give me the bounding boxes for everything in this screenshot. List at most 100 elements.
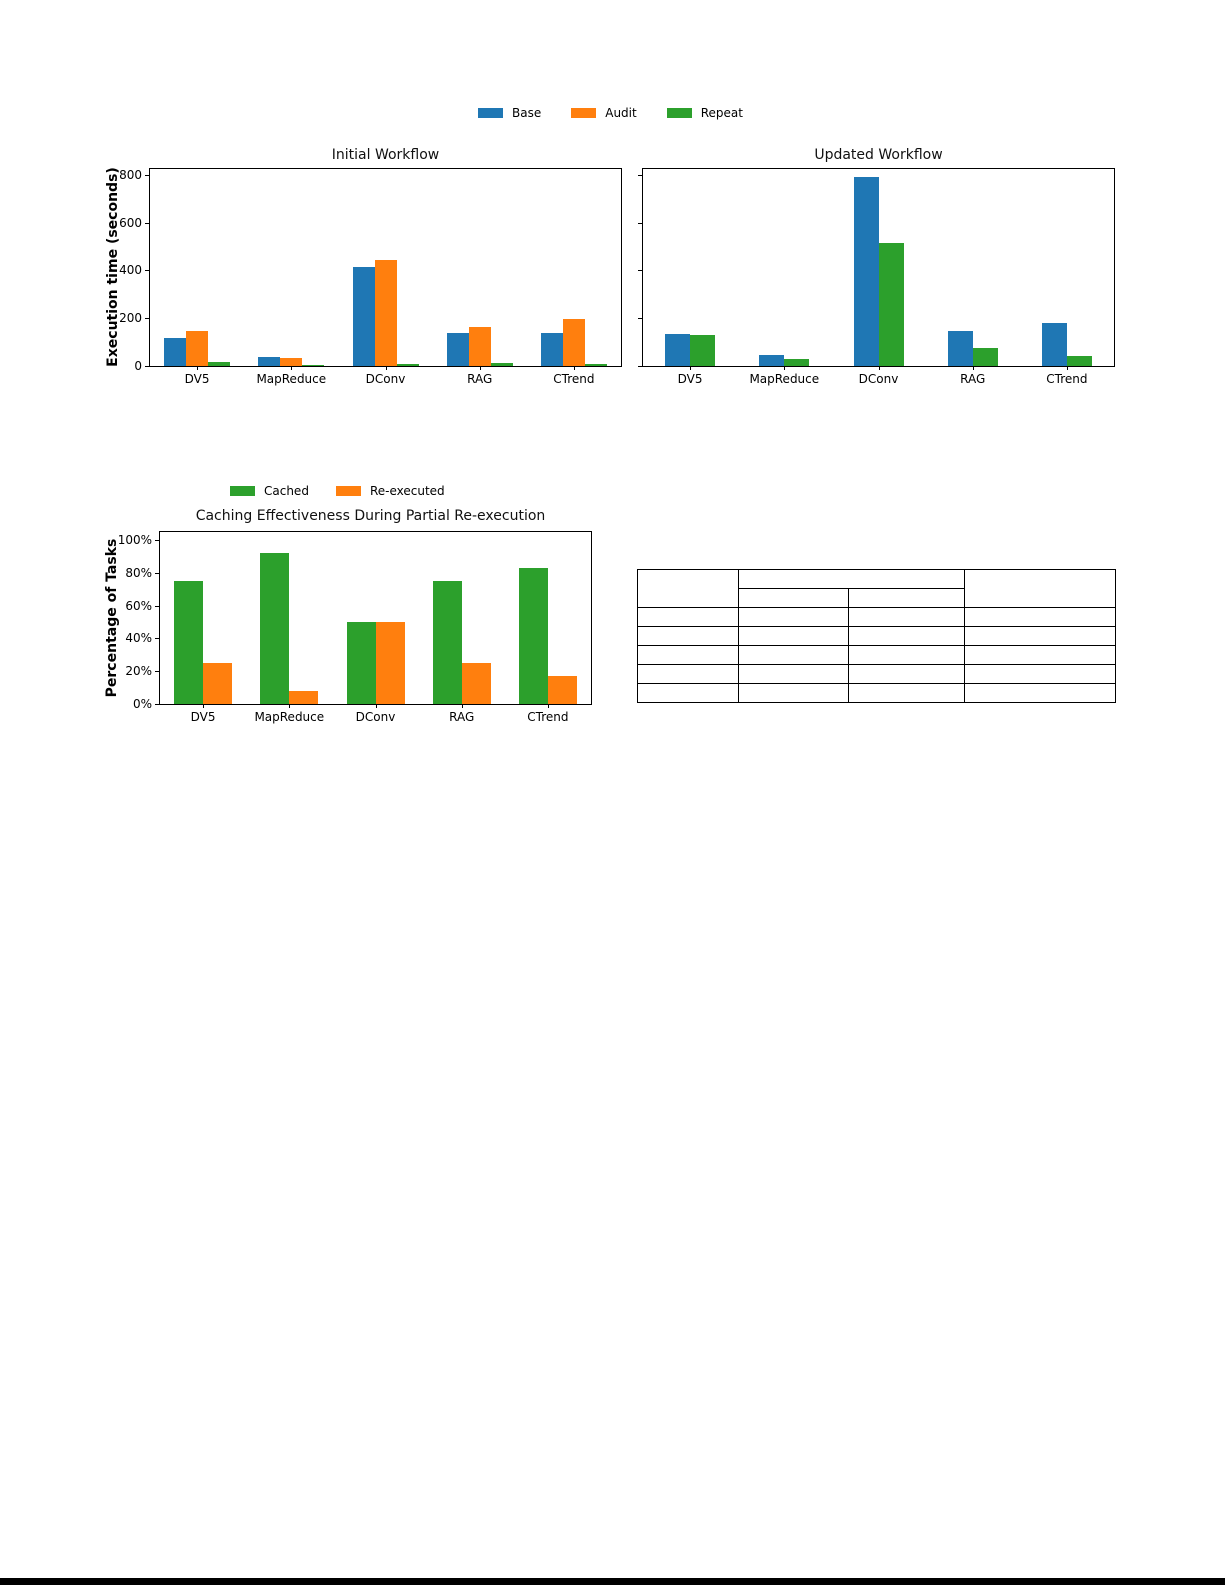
legend-item-re-executed: Re-executed	[335, 484, 445, 498]
table-cell	[637, 664, 739, 684]
table-cell	[848, 607, 965, 627]
bar-repeat-dconv	[878, 243, 904, 366]
bar-repeat-dv5	[690, 335, 716, 366]
x-axis-label-ctrend: CTrend	[1046, 372, 1088, 386]
y-axis-tick	[145, 174, 150, 176]
x-axis-tick	[385, 366, 387, 370]
legend-item-repeat: Repeat	[666, 106, 743, 120]
table-cell	[637, 645, 739, 665]
bar-repeat-rag	[972, 348, 998, 366]
bar-cached-mapreduce	[260, 553, 290, 704]
y-axis-tick	[638, 270, 643, 272]
bar-re-executed-dconv	[375, 622, 405, 704]
y-axis-tick-label: 100%	[117, 533, 152, 548]
bar-re-executed-rag	[461, 663, 491, 704]
table-cell	[848, 626, 965, 646]
bar-base-ctrend	[1041, 323, 1067, 366]
bar-base-dconv	[352, 266, 375, 366]
x-axis-tick	[375, 704, 377, 708]
legend-label: Repeat	[700, 106, 743, 120]
bar-base-dv5	[164, 337, 187, 366]
x-axis-tick	[289, 704, 291, 708]
y-axis-tick-label: 40%	[125, 631, 152, 646]
x-axis-label-mapreduce: MapReduce	[254, 710, 325, 724]
bar-repeat-ctrend	[1066, 356, 1092, 366]
x-axis-label-rag: RAG	[467, 372, 493, 386]
caching-effectiveness-plot-area: 0% 20% 40% 60% 80% 100% DV5 MapReduce DConv RAG CT…	[118, 531, 592, 723]
table-row	[637, 607, 1116, 627]
legend-label: Cached	[264, 484, 309, 498]
bar-audit-dconv	[374, 260, 397, 366]
y-axis-tick-label: 20%	[125, 664, 152, 679]
bar-repeat-mapreduce	[302, 365, 325, 366]
legend-item-audit: Audit	[571, 106, 637, 120]
table-header-col4	[964, 569, 1116, 608]
y-axis-tick	[145, 366, 150, 367]
caching-legend: Cached Re-executed	[230, 484, 445, 498]
y-axis-tick	[155, 671, 160, 673]
bar-base-rag	[947, 331, 973, 366]
y-axis-tick-label: 60%	[125, 598, 152, 613]
y-axis-tick	[155, 540, 160, 542]
table-cell	[738, 645, 849, 665]
initial-workflow-plot-area: 0 200 400 600 800 DV5 MapReduce DConv RAG CTrend	[119, 168, 622, 385]
bar-cached-dv5	[174, 581, 204, 704]
table-body	[637, 607, 1116, 703]
table-cell	[964, 607, 1116, 627]
y-axis-tick	[145, 222, 150, 224]
bar-audit-dv5	[186, 330, 209, 366]
legend-label: Re-executed	[369, 484, 445, 498]
table-cell	[637, 626, 739, 646]
y-axis-tick	[638, 174, 643, 176]
updated-workflow-title: Updated Workflow	[814, 147, 943, 163]
x-axis-tick	[479, 366, 481, 370]
x-axis-label-mapreduce: MapReduce	[256, 372, 327, 386]
x-axis-label-rag: RAG	[449, 710, 475, 724]
x-axis-tick	[291, 366, 293, 370]
bar-base-dconv	[853, 177, 879, 366]
x-axis-tick	[972, 366, 974, 370]
x-axis-label-dv5: DV5	[190, 710, 216, 724]
legend-item-cached: Cached	[230, 484, 309, 498]
table-cell	[964, 645, 1116, 665]
x-axis-label-dconv: DConv	[858, 372, 899, 386]
bar-audit-ctrend	[562, 318, 585, 366]
bar-repeat-ctrend	[584, 363, 607, 366]
table-header-sub2	[848, 588, 965, 608]
bar-base-mapreduce	[258, 356, 281, 366]
x-axis-tick	[203, 704, 205, 708]
bar-repeat-rag	[490, 363, 513, 366]
y-axis-tick	[145, 270, 150, 272]
x-axis-tick	[547, 704, 549, 708]
bar-cached-ctrend	[518, 568, 548, 704]
bar-cached-dconv	[346, 622, 376, 704]
table-cell	[738, 683, 849, 703]
bar-base-ctrend	[540, 332, 563, 366]
y-axis-tick	[145, 318, 150, 320]
legend-item-base: Base	[478, 106, 541, 120]
table-header-sub1	[738, 588, 849, 608]
x-axis-label-ctrend: CTrend	[553, 372, 595, 386]
x-axis-tick	[1066, 366, 1068, 370]
x-axis-tick	[878, 366, 880, 370]
table-cell	[848, 683, 965, 703]
legend-swatch-icon	[335, 486, 361, 496]
x-axis-label-rag: RAG	[960, 372, 986, 386]
y-axis-tick-label: 0	[134, 359, 142, 373]
x-axis-label-dconv: DConv	[365, 372, 406, 386]
y-axis-tick	[638, 366, 643, 367]
summary-table	[637, 569, 1116, 703]
bar-re-executed-dv5	[203, 663, 233, 704]
x-axis-label-dv5: DV5	[677, 372, 703, 386]
table-cell	[637, 607, 739, 627]
y-axis-tick	[155, 638, 160, 640]
bar-base-rag	[446, 332, 469, 366]
y-axis-tick-label: 600	[119, 215, 142, 230]
y-axis-tick-label: 0%	[132, 697, 152, 711]
table-cell	[848, 645, 965, 665]
table-cell	[738, 607, 849, 627]
y-axis-tick	[638, 222, 643, 224]
x-axis-tick	[197, 366, 199, 370]
caching-effectiveness-title: Caching Effectiveness During Partial Re-…	[195, 508, 546, 524]
